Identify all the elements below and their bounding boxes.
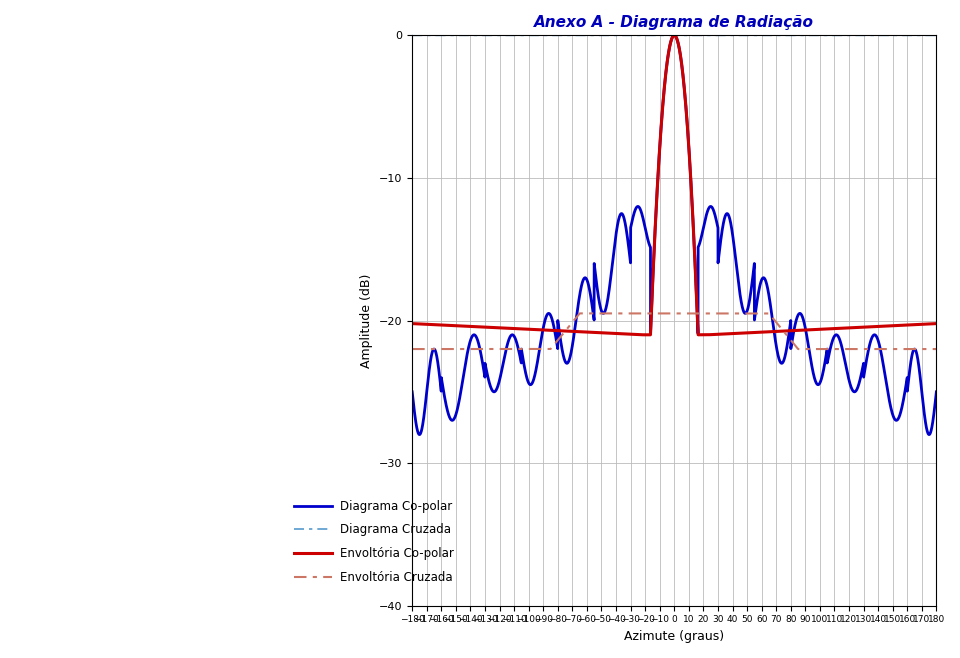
Line: Envoltória Cruzada: Envoltória Cruzada [412, 313, 936, 349]
Diagrama Cruzada [930, 32, 942, 39]
Legend: Diagrama Co-polar, Diagrama Cruzada, Envoltória Co-polar, Envoltória Cruzada: Diagrama Co-polar, Diagrama Cruzada, Env… [290, 495, 459, 588]
Envoltória Co-polar [891, 322, 902, 330]
Envoltória Co-polar [635, 331, 646, 339]
Envoltória Co-polar [930, 320, 942, 328]
Diagrama Co-polar [744, 294, 756, 302]
Diagrama Cruzada [891, 32, 902, 39]
Diagrama Co-polar [579, 274, 590, 282]
Line: Diagrama Co-polar: Diagrama Co-polar [412, 36, 936, 434]
Envoltória Co-polar [406, 320, 418, 328]
Diagrama Co-polar [414, 430, 425, 438]
Envoltória Cruzada [891, 345, 902, 353]
X-axis label: Azimute (graus): Azimute (graus) [624, 630, 725, 643]
Title: Anexo A - Diagrama de Radiação: Anexo A - Diagrama de Radiação [535, 15, 814, 30]
Envoltória Co-polar [744, 329, 756, 337]
Diagrama Cruzada [636, 32, 648, 39]
Diagrama Co-polar [790, 316, 802, 324]
Envoltória Cruzada [744, 309, 756, 317]
Envoltória Co-polar [579, 328, 590, 336]
Envoltória Co-polar [668, 32, 680, 39]
Envoltória Cruzada [407, 345, 419, 353]
Envoltória Co-polar [790, 326, 802, 334]
Envoltória Cruzada [930, 345, 942, 353]
Y-axis label: Amplitude (dB): Amplitude (dB) [360, 273, 373, 368]
Diagrama Co-polar [407, 397, 419, 405]
Envoltória Cruzada [579, 309, 590, 317]
Envoltória Cruzada [790, 343, 802, 351]
Diagrama Cruzada [407, 32, 419, 39]
Line: Envoltória Co-polar: Envoltória Co-polar [412, 36, 936, 335]
Envoltória Co-polar [679, 89, 690, 97]
Envoltória Cruzada [406, 345, 418, 353]
Diagrama Co-polar [406, 388, 418, 395]
Diagrama Cruzada [679, 32, 690, 39]
Envoltória Cruzada [574, 309, 586, 317]
Diagrama Co-polar [891, 417, 902, 424]
Diagrama Co-polar [668, 32, 680, 39]
Diagrama Co-polar [679, 89, 690, 97]
Envoltória Co-polar [407, 320, 419, 328]
Diagrama Co-polar [930, 388, 942, 395]
Diagrama Cruzada [406, 32, 418, 39]
Diagrama Cruzada [790, 32, 802, 39]
Diagrama Cruzada [579, 32, 590, 39]
Diagrama Cruzada [744, 32, 756, 39]
Envoltória Cruzada [679, 309, 690, 317]
